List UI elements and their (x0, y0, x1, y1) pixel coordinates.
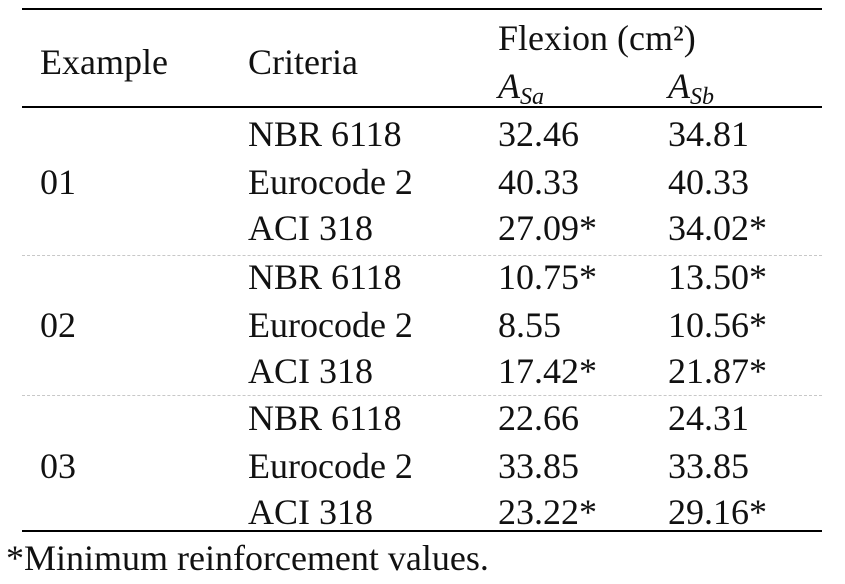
column-header-example: Example (40, 42, 168, 82)
table-row: ACI 318 23.22* 29.16* (0, 492, 845, 538)
asb-cell: 33.85 (668, 446, 749, 486)
subheader-asb-symbol: A (668, 66, 690, 106)
table-row: ACI 318 27.09* 34.02* (0, 208, 845, 254)
asb-cell: 10.56* (668, 305, 767, 345)
group-divider (22, 395, 822, 396)
subheader-asa-subscript: Sa (520, 84, 544, 110)
table-row: ACI 318 17.42* 21.87* (0, 351, 845, 397)
table-row: NBR 6118 22.66 24.31 (0, 398, 845, 444)
asb-cell: 34.81 (668, 114, 749, 154)
table-row: NBR 6118 32.46 34.81 (0, 114, 845, 160)
criteria-cell: ACI 318 (248, 492, 373, 532)
subheader-asb: ASb (668, 66, 714, 111)
criteria-cell: Eurocode 2 (248, 305, 413, 345)
subheader-asa: ASa (498, 66, 544, 111)
asb-cell: 29.16* (668, 492, 767, 532)
asa-cell: 27.09* (498, 208, 597, 248)
table-bottom-rule (22, 530, 822, 532)
criteria-cell: Eurocode 2 (248, 446, 413, 486)
asa-cell: 33.85 (498, 446, 579, 486)
subheader-asa-symbol: A (498, 66, 520, 106)
criteria-cell: Eurocode 2 (248, 162, 413, 202)
criteria-cell: NBR 6118 (248, 398, 402, 438)
asa-cell: 40.33 (498, 162, 579, 202)
criteria-cell: ACI 318 (248, 208, 373, 248)
asa-cell: 10.75* (498, 257, 597, 297)
criteria-cell: NBR 6118 (248, 114, 402, 154)
column-header-criteria: Criteria (248, 42, 358, 82)
table-footnote: *Minimum reinforcement values. (6, 538, 489, 578)
asb-cell: 40.33 (668, 162, 749, 202)
example-number: 01 (40, 162, 76, 202)
example-number: 02 (40, 305, 76, 345)
column-header-flexion: Flexion (cm²) (498, 18, 696, 58)
asa-cell: 23.22* (498, 492, 597, 532)
criteria-cell: ACI 318 (248, 351, 373, 391)
table-row: Eurocode 2 33.85 33.85 (0, 446, 845, 492)
group-divider (22, 255, 822, 256)
asa-cell: 32.46 (498, 114, 579, 154)
asb-cell: 34.02* (668, 208, 767, 248)
table-header-rule (22, 106, 822, 108)
table-row: Eurocode 2 8.55 10.56* (0, 305, 845, 351)
asa-cell: 17.42* (498, 351, 597, 391)
asa-cell: 8.55 (498, 305, 561, 345)
table-row: NBR 6118 10.75* 13.50* (0, 257, 845, 303)
asb-cell: 21.87* (668, 351, 767, 391)
example-number: 03 (40, 446, 76, 486)
table-row: Eurocode 2 40.33 40.33 (0, 162, 845, 208)
table-top-rule (22, 8, 822, 10)
asb-cell: 24.31 (668, 398, 749, 438)
subheader-asb-subscript: Sb (690, 84, 714, 110)
asb-cell: 13.50* (668, 257, 767, 297)
asa-cell: 22.66 (498, 398, 579, 438)
criteria-cell: NBR 6118 (248, 257, 402, 297)
